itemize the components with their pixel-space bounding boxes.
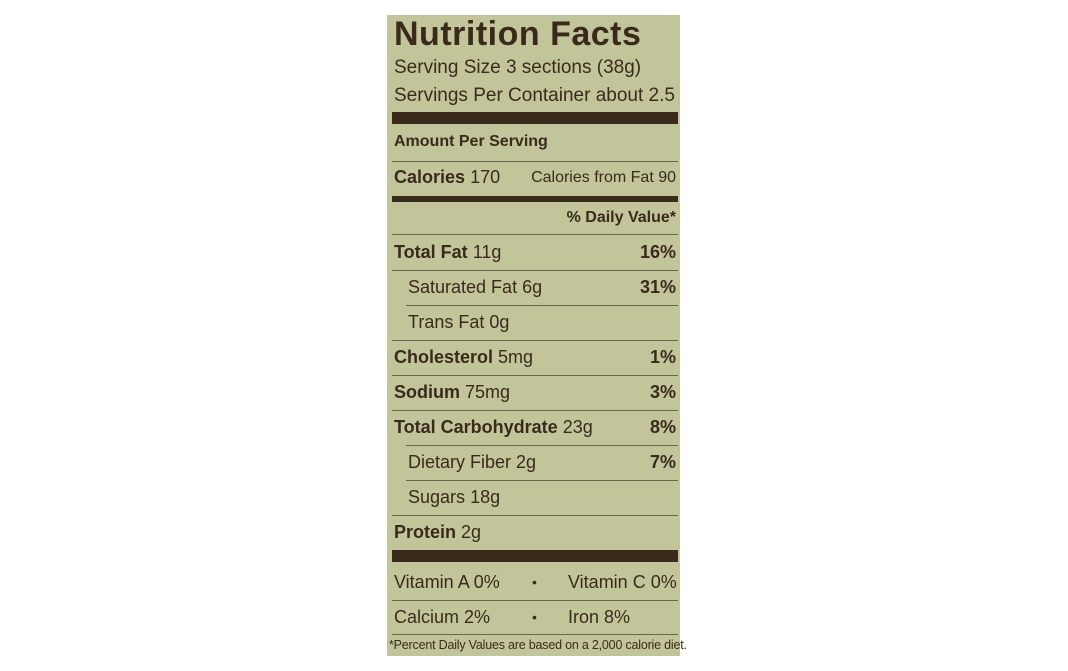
nutrient-name: Total Carbohydrate 23g bbox=[394, 417, 593, 437]
divider bbox=[392, 410, 678, 411]
label-title: Nutrition Facts bbox=[394, 15, 642, 53]
nutrient-row: Cholesterol 5mg 1% bbox=[394, 347, 676, 373]
daily-value-header-row: % Daily Value* bbox=[394, 209, 676, 235]
divider bbox=[406, 480, 678, 481]
nutrient-name: Cholesterol 5mg bbox=[394, 347, 534, 367]
nutrient-name: Saturated Fat 6g bbox=[408, 277, 543, 297]
vitamin-left: Vitamin A 0% bbox=[394, 572, 500, 592]
thick-divider bbox=[392, 112, 678, 124]
divider bbox=[392, 234, 678, 235]
divider bbox=[392, 270, 678, 271]
nutrient-name: Dietary Fiber 2g bbox=[408, 452, 537, 472]
nutrient-dv: 16% bbox=[639, 242, 676, 262]
vitamin-right: Vitamin C 0% bbox=[568, 572, 677, 592]
servings-per-container: Servings Per Container about 2.5 bbox=[394, 85, 675, 106]
thick-divider bbox=[392, 550, 678, 562]
nutrient-row: Dietary Fiber 2g 7% bbox=[408, 452, 676, 478]
amount-per-serving: Amount Per Serving bbox=[394, 133, 548, 150]
nutrient-row: Trans Fat 0g bbox=[408, 312, 676, 338]
nutrient-row: Saturated Fat 6g 31% bbox=[408, 277, 676, 303]
nutrient-name: Sugars 18g bbox=[408, 487, 501, 507]
medium-divider bbox=[392, 196, 678, 202]
divider bbox=[406, 445, 678, 446]
nutrient-row: Sugars 18g bbox=[408, 487, 676, 513]
nutrition-facts-label: Nutrition Facts Serving Size 3 sections … bbox=[387, 15, 687, 656]
divider bbox=[392, 375, 678, 376]
nutrient-dv: 31% bbox=[639, 277, 676, 297]
nutrient-name: Trans Fat 0g bbox=[408, 312, 510, 332]
nutrient-name: Sodium 75mg bbox=[394, 382, 511, 402]
calories-row: Calories 170 Calories from Fat 90 bbox=[394, 167, 676, 193]
nutrient-name: Total Fat 11g bbox=[394, 242, 502, 262]
divider bbox=[392, 634, 678, 635]
divider bbox=[392, 515, 678, 516]
vitamin-left: Calcium 2% bbox=[394, 607, 491, 627]
divider bbox=[406, 305, 678, 306]
vitamin-separator: • bbox=[532, 609, 537, 625]
footnote: *Percent Daily Values are based on a 2,0… bbox=[389, 638, 687, 652]
nutrient-dv: 1% bbox=[649, 347, 676, 367]
vitamin-separator: • bbox=[532, 574, 537, 590]
calories: Calories 170 bbox=[394, 167, 501, 187]
divider bbox=[392, 600, 678, 601]
nutrient-row: Sodium 75mg 3% bbox=[394, 382, 676, 408]
nutrient-row: Protein 2g bbox=[394, 522, 676, 548]
divider bbox=[392, 340, 678, 341]
nutrient-dv: 8% bbox=[649, 417, 676, 437]
nutrient-dv: 7% bbox=[649, 452, 676, 472]
daily-value-header: % Daily Value* bbox=[566, 209, 676, 226]
serving-size: Serving Size 3 sections (38g) bbox=[394, 57, 642, 78]
vitamin-right: Iron 8% bbox=[568, 607, 631, 627]
calories-from-fat: Calories from Fat 90 bbox=[531, 169, 676, 186]
nutrient-row: Total Fat 11g 16% bbox=[394, 242, 676, 268]
nutrient-dv: 3% bbox=[649, 382, 676, 402]
nutrient-row: Total Carbohydrate 23g 8% bbox=[394, 417, 676, 443]
divider bbox=[392, 161, 678, 162]
nutrient-name: Protein 2g bbox=[394, 522, 482, 542]
